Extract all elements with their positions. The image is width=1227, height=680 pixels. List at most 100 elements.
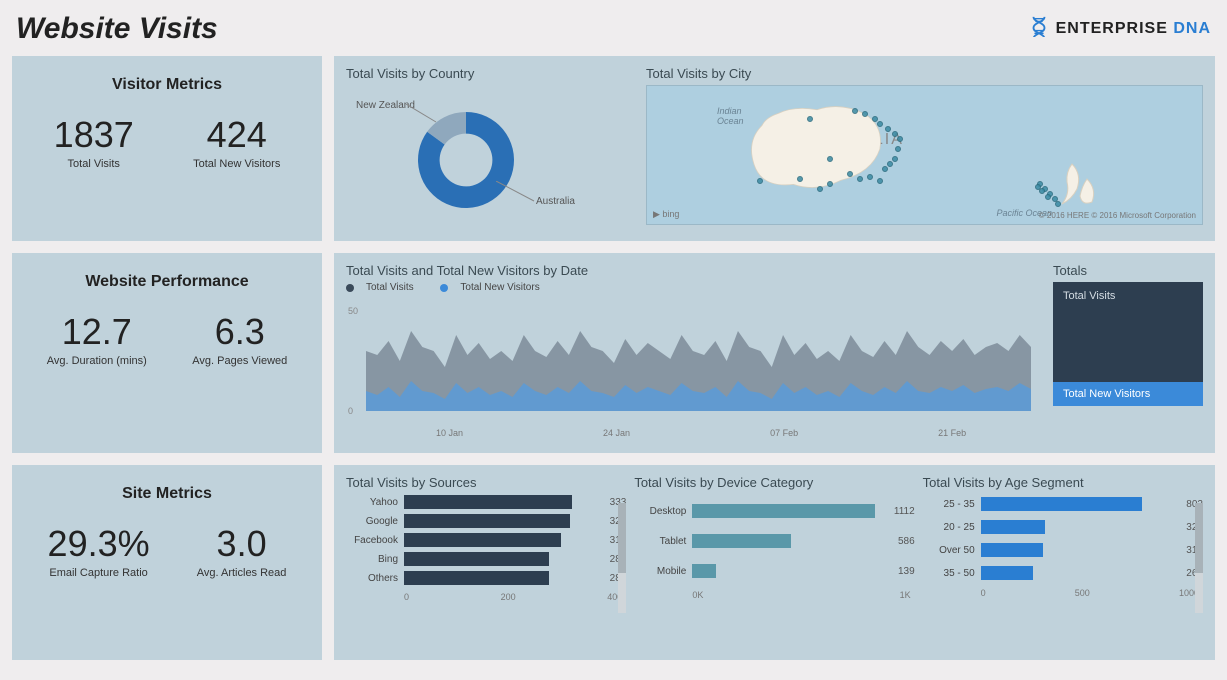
bar-label: 20 - 25 — [923, 522, 981, 533]
axis-tick: 500 — [1075, 588, 1090, 598]
scrollbar-thumb[interactable] — [618, 503, 626, 573]
bar-row[interactable]: 35 - 50262 — [923, 564, 1203, 582]
kpi-capture-value: 29.3% — [48, 523, 150, 565]
card-timeseries: Total Visits and Total New Visitors by D… — [334, 253, 1215, 453]
bar-row[interactable]: Mobile 139 — [634, 560, 914, 582]
axis-tick: 200 — [501, 592, 516, 602]
page-title: Website Visits — [16, 12, 218, 46]
map-dot[interactable] — [887, 161, 893, 167]
card-visitor-metrics: Visitor Metrics 1837 Total Visits 424 To… — [12, 56, 322, 241]
bar-fill — [981, 497, 1143, 511]
bar-fill — [981, 566, 1034, 580]
bar-row[interactable]: Google329 — [346, 513, 626, 529]
totals-top[interactable]: Total Visits — [1053, 282, 1203, 382]
map-dot[interactable] — [885, 126, 891, 132]
map-dot[interactable] — [857, 176, 863, 182]
map-dot[interactable] — [892, 156, 898, 162]
brand-logo: ENTERPRISE DNA — [1028, 15, 1211, 43]
kpi-duration-label: Avg. Duration (mins) — [47, 355, 147, 367]
city-map[interactable]: Total Visits by City Indian Ocean Pacifi… — [646, 66, 1203, 231]
map-provider: ▶ bing — [653, 209, 679, 220]
map-dot[interactable] — [827, 156, 833, 162]
kpi-total-visits: 1837 Total Visits — [54, 114, 134, 170]
map-dot[interactable] — [867, 174, 873, 180]
bar-row[interactable]: Others288 — [346, 570, 626, 586]
kpi-total-visits-value: 1837 — [54, 114, 134, 156]
sources-chart[interactable]: Total Visits by Sources Yahoo333 Google32… — [346, 475, 626, 650]
bar-row[interactable]: Bing288 — [346, 551, 626, 567]
map-dot[interactable] — [872, 116, 878, 122]
bar-label: Desktop — [634, 506, 692, 517]
bar-label: 25 - 35 — [923, 499, 981, 510]
totals-bottom[interactable]: Total New Visitors — [1053, 382, 1203, 406]
bar-row[interactable]: 20 - 25321 — [923, 518, 1203, 536]
kpi-duration: 12.7 Avg. Duration (mins) — [47, 311, 147, 367]
bar-row[interactable]: Tablet586 — [634, 530, 914, 552]
map-dot[interactable] — [1055, 201, 1061, 207]
kpi-new-visitors-value: 424 — [193, 114, 280, 156]
map-dot[interactable] — [847, 171, 853, 177]
totals-panel[interactable]: Totals Total Visits Total New Visitors — [1053, 263, 1203, 443]
kpi-total-visits-label: Total Visits — [54, 158, 134, 170]
age-title: Total Visits by Age Segment — [923, 475, 1203, 490]
bar-row[interactable]: Facebook312 — [346, 532, 626, 548]
map-dot[interactable] — [1035, 184, 1041, 190]
map-dot[interactable] — [877, 178, 883, 184]
bar-row[interactable]: Desktop 1112 — [634, 500, 914, 522]
axis-tick: 1K — [900, 590, 911, 600]
map-dot[interactable] — [817, 186, 823, 192]
map-dot[interactable] — [895, 146, 901, 152]
card-site-metrics: Site Metrics 29.3% Email Capture Ratio 3… — [12, 465, 322, 660]
bar-label: 35 - 50 — [923, 568, 981, 579]
map-dot[interactable] — [757, 178, 763, 184]
bar-label: Yahoo — [346, 497, 404, 508]
map-canvas[interactable]: Indian Ocean Pacific Ocean AUSTRALIA ▶ b… — [646, 85, 1203, 225]
bar-fill — [404, 571, 549, 585]
bar-fill — [404, 514, 570, 528]
axis-tick: 0 — [981, 588, 986, 598]
map-dot[interactable] — [897, 136, 903, 142]
legend-new: Total New Visitors — [460, 282, 539, 293]
card-country-city: Total Visits by Country New Zealand Aust… — [334, 56, 1215, 241]
svg-text:50: 50 — [348, 306, 358, 316]
map-dot[interactable] — [882, 166, 888, 172]
scrollbar-thumb-age[interactable] — [1195, 503, 1203, 573]
map-dot[interactable] — [862, 111, 868, 117]
bar-row[interactable]: Yahoo333 — [346, 494, 626, 510]
timeseries-title: Total Visits and Total New Visitors by D… — [346, 263, 1043, 278]
map-copyright: © 2016 HERE © 2016 Microsoft Corporation — [1039, 211, 1196, 220]
city-map-title: Total Visits by City — [646, 66, 1203, 81]
kpi-new-visitors-label: Total New Visitors — [193, 158, 280, 170]
country-chart-title: Total Visits by Country — [346, 66, 626, 81]
map-dot[interactable] — [1045, 194, 1051, 200]
kpi-new-visitors: 424 Total New Visitors — [193, 114, 280, 170]
sources-title: Total Visits by Sources — [346, 475, 626, 490]
x-label-0: 10 Jan — [436, 428, 463, 438]
bar-label: Google — [346, 516, 404, 527]
bar-fill — [404, 533, 561, 547]
map-dot[interactable] — [892, 131, 898, 137]
device-chart[interactable]: Total Visits by Device Category Desktop1… — [634, 475, 914, 650]
kpi-pages: 6.3 Avg. Pages Viewed — [192, 311, 287, 367]
bar-label: Others — [346, 573, 404, 584]
country-donut-chart[interactable]: Total Visits by Country New Zealand Aust… — [346, 66, 626, 231]
timeseries-chart[interactable]: Total Visits and Total New Visitors by D… — [346, 263, 1043, 443]
website-performance-title: Website Performance — [24, 273, 310, 291]
map-dot[interactable] — [807, 116, 813, 122]
map-dot[interactable] — [852, 108, 858, 114]
map-dot[interactable] — [877, 121, 883, 127]
bar-value: 139 — [898, 566, 915, 577]
legend-visits: Total Visits — [366, 282, 414, 293]
x-label-2: 07 Feb — [770, 428, 798, 438]
bar-row[interactable]: Over 50310 — [923, 541, 1203, 559]
age-chart[interactable]: Total Visits by Age Segment 25 - 35802 20… — [923, 475, 1203, 650]
bar-row[interactable]: 25 - 35802 — [923, 495, 1203, 513]
map-dot[interactable] — [797, 176, 803, 182]
kpi-pages-label: Avg. Pages Viewed — [192, 355, 287, 367]
bar-label: Mobile — [634, 566, 692, 577]
bar-value: 1112 — [894, 506, 915, 517]
bar-fill — [692, 504, 875, 518]
map-dot[interactable] — [827, 181, 833, 187]
bar-label: Tablet — [634, 536, 692, 547]
bar-label: Over 50 — [923, 545, 981, 556]
